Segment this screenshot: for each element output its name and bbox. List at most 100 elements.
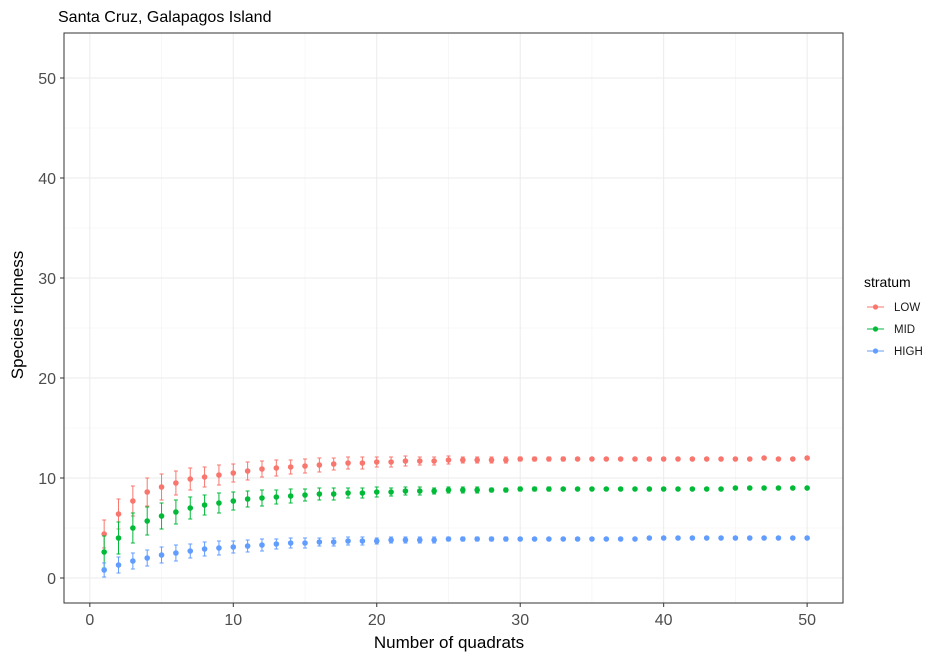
data-point bbox=[761, 455, 767, 461]
data-point bbox=[287, 464, 294, 470]
data-point bbox=[115, 511, 122, 517]
data-point bbox=[402, 537, 409, 543]
data-point bbox=[460, 487, 466, 493]
data-point bbox=[732, 535, 739, 541]
data-point bbox=[244, 496, 251, 502]
data-point bbox=[230, 498, 237, 504]
grid-lines bbox=[64, 33, 843, 603]
data-point bbox=[445, 536, 452, 542]
data-point bbox=[632, 456, 638, 462]
data-point bbox=[718, 535, 724, 541]
data-point bbox=[746, 535, 753, 541]
data-point bbox=[230, 470, 237, 476]
data-point bbox=[718, 486, 724, 492]
data-point bbox=[302, 463, 308, 469]
data-point bbox=[244, 468, 251, 474]
data-point bbox=[345, 490, 351, 496]
data-point bbox=[187, 476, 194, 482]
data-point bbox=[316, 491, 323, 497]
data-point bbox=[316, 539, 323, 545]
data-point bbox=[574, 486, 581, 492]
data-point bbox=[775, 456, 782, 462]
data-point bbox=[359, 538, 366, 544]
data-point bbox=[445, 487, 452, 493]
data-point bbox=[488, 487, 495, 493]
data-point bbox=[359, 460, 366, 466]
data-point bbox=[173, 550, 179, 556]
data-point bbox=[632, 536, 638, 542]
legend-key-point bbox=[872, 326, 879, 332]
data-point bbox=[646, 535, 653, 541]
data-point bbox=[804, 485, 810, 491]
data-point bbox=[130, 498, 136, 504]
data-point bbox=[804, 455, 810, 461]
data-point bbox=[101, 549, 107, 555]
data-point bbox=[460, 457, 466, 463]
data-point bbox=[101, 531, 107, 537]
data-point bbox=[302, 540, 308, 546]
data-point bbox=[431, 537, 437, 543]
x-tick-label: 10 bbox=[224, 612, 242, 629]
data-point bbox=[560, 486, 567, 492]
data-point bbox=[675, 486, 681, 492]
data-point bbox=[474, 487, 480, 493]
data-point bbox=[789, 456, 796, 462]
data-point bbox=[517, 456, 524, 462]
data-point bbox=[201, 474, 208, 480]
data-point bbox=[546, 536, 552, 542]
data-point bbox=[546, 486, 552, 492]
data-point bbox=[603, 486, 610, 492]
data-point bbox=[201, 546, 208, 552]
data-point bbox=[689, 535, 696, 541]
data-point bbox=[646, 456, 653, 462]
y-tick-label: 20 bbox=[38, 371, 56, 388]
data-point bbox=[732, 485, 739, 491]
plot-background bbox=[64, 33, 843, 603]
y-tick-label: 10 bbox=[38, 471, 56, 488]
data-point bbox=[804, 535, 810, 541]
data-point bbox=[273, 541, 280, 547]
data-point bbox=[689, 456, 696, 462]
axes: 0 10 20 30 40 50 0 10 20 30 40 50 bbox=[38, 32, 844, 629]
data-point bbox=[144, 555, 151, 561]
series-mid bbox=[101, 485, 810, 569]
data-point bbox=[460, 536, 466, 542]
y-tick-label: 40 bbox=[38, 171, 56, 188]
data-point bbox=[718, 456, 724, 462]
legend-label-high: HIGH bbox=[894, 346, 923, 358]
x-tick-label: 40 bbox=[655, 612, 673, 629]
data-point bbox=[216, 545, 222, 551]
data-point bbox=[416, 458, 423, 464]
data-point bbox=[144, 489, 151, 495]
x-tick-label: 30 bbox=[511, 612, 529, 629]
data-point bbox=[373, 489, 380, 495]
data-point bbox=[158, 513, 165, 519]
data-point bbox=[259, 495, 265, 501]
data-point bbox=[388, 537, 394, 543]
data-point bbox=[488, 457, 495, 463]
data-point bbox=[244, 543, 251, 549]
data-point bbox=[617, 456, 624, 462]
data-point bbox=[259, 542, 265, 548]
data-point bbox=[660, 535, 667, 541]
data-point bbox=[373, 538, 380, 544]
data-point bbox=[746, 456, 753, 462]
x-tick-label: 0 bbox=[85, 612, 94, 629]
data-point bbox=[632, 486, 638, 492]
data-point bbox=[201, 502, 208, 508]
legend-key-point bbox=[872, 304, 879, 310]
data-point bbox=[503, 487, 509, 493]
data-point bbox=[345, 538, 351, 544]
data-point bbox=[703, 456, 710, 462]
data-point bbox=[689, 486, 696, 492]
series-high bbox=[101, 535, 810, 578]
data-point bbox=[216, 500, 222, 506]
data-point bbox=[488, 536, 495, 542]
data-point bbox=[517, 536, 524, 542]
data-point bbox=[474, 536, 480, 542]
data-point bbox=[259, 466, 265, 472]
data-point bbox=[445, 457, 452, 463]
data-point bbox=[603, 536, 610, 542]
data-point bbox=[560, 456, 567, 462]
